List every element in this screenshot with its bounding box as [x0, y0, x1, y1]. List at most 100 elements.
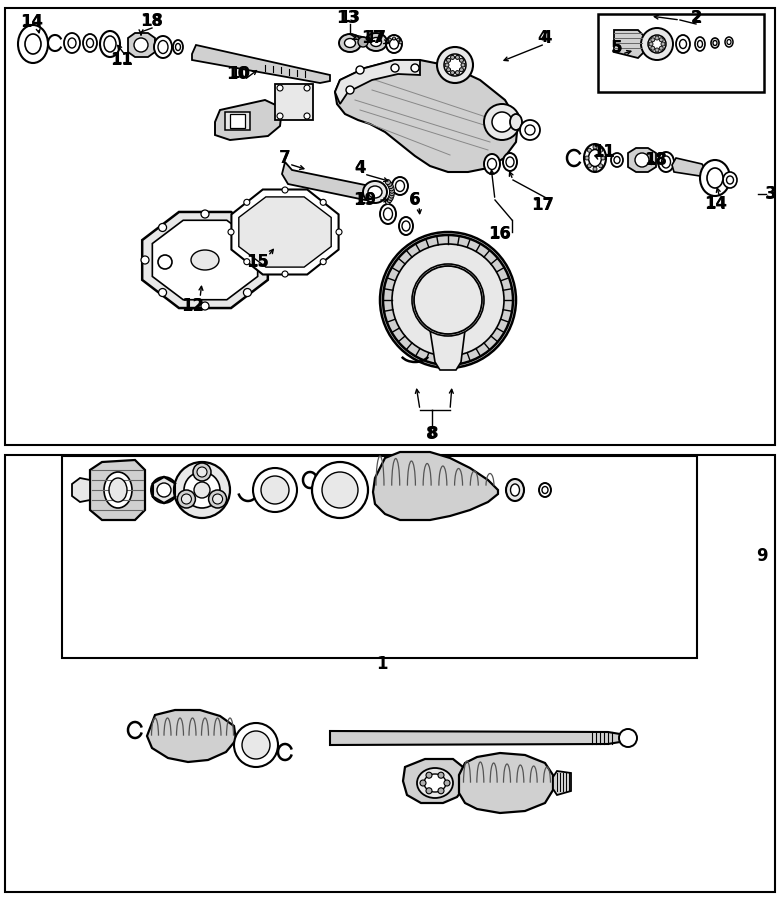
Circle shape — [426, 788, 432, 794]
Text: 2: 2 — [690, 11, 701, 25]
Circle shape — [392, 244, 504, 356]
Text: 11: 11 — [112, 52, 133, 68]
Text: 10: 10 — [226, 65, 250, 83]
Circle shape — [242, 731, 270, 759]
Ellipse shape — [484, 154, 500, 174]
Text: 18: 18 — [644, 151, 668, 169]
Ellipse shape — [700, 160, 730, 196]
Text: 18: 18 — [140, 12, 164, 30]
Circle shape — [386, 40, 388, 44]
Ellipse shape — [588, 149, 601, 166]
Ellipse shape — [191, 250, 219, 270]
Ellipse shape — [542, 487, 548, 493]
Circle shape — [456, 56, 459, 59]
Circle shape — [184, 472, 220, 508]
Ellipse shape — [384, 208, 392, 220]
Text: 17: 17 — [531, 196, 555, 214]
Text: 14: 14 — [704, 195, 728, 213]
Circle shape — [201, 210, 209, 218]
Circle shape — [356, 66, 364, 74]
Circle shape — [451, 70, 455, 75]
Circle shape — [312, 462, 368, 518]
Text: 17: 17 — [361, 29, 385, 47]
Text: 1: 1 — [376, 655, 388, 673]
Circle shape — [282, 187, 288, 193]
Circle shape — [520, 120, 540, 140]
Text: 11: 11 — [593, 143, 615, 161]
Circle shape — [346, 86, 354, 94]
Circle shape — [391, 64, 399, 72]
Circle shape — [461, 63, 465, 67]
Circle shape — [208, 490, 226, 508]
Polygon shape — [672, 158, 706, 176]
Circle shape — [438, 772, 444, 778]
Circle shape — [277, 85, 283, 91]
Ellipse shape — [707, 168, 723, 188]
Circle shape — [659, 46, 663, 50]
Text: 5: 5 — [612, 40, 622, 56]
Circle shape — [451, 56, 455, 59]
Circle shape — [158, 223, 167, 231]
Circle shape — [389, 191, 395, 195]
Circle shape — [445, 63, 449, 67]
Circle shape — [282, 271, 288, 277]
Ellipse shape — [176, 43, 180, 50]
Circle shape — [380, 232, 516, 368]
Circle shape — [389, 186, 394, 191]
Bar — [275, 84, 313, 120]
Ellipse shape — [83, 34, 97, 52]
Polygon shape — [142, 212, 268, 308]
Ellipse shape — [713, 40, 717, 46]
Circle shape — [601, 156, 605, 160]
Polygon shape — [614, 30, 644, 58]
Text: 14: 14 — [20, 13, 44, 31]
Bar — [62, 456, 697, 658]
Ellipse shape — [424, 774, 446, 792]
Ellipse shape — [661, 156, 671, 168]
Circle shape — [158, 255, 172, 269]
Text: 7: 7 — [280, 150, 290, 166]
Text: 14: 14 — [705, 196, 726, 211]
Text: 7: 7 — [279, 149, 291, 167]
Text: 13: 13 — [336, 9, 360, 27]
Text: 19: 19 — [353, 191, 377, 209]
Text: 16: 16 — [489, 227, 511, 241]
Ellipse shape — [365, 33, 387, 51]
Polygon shape — [128, 33, 155, 57]
Circle shape — [641, 28, 673, 60]
Text: 15: 15 — [246, 253, 270, 271]
Ellipse shape — [370, 38, 381, 47]
Text: 12: 12 — [182, 297, 204, 315]
Ellipse shape — [380, 204, 396, 224]
Circle shape — [585, 156, 589, 160]
Polygon shape — [239, 197, 332, 267]
Circle shape — [411, 64, 419, 72]
Polygon shape — [459, 753, 553, 813]
Circle shape — [438, 788, 444, 794]
Polygon shape — [282, 162, 382, 200]
Polygon shape — [147, 710, 236, 762]
Ellipse shape — [510, 114, 522, 130]
Polygon shape — [373, 452, 498, 520]
Circle shape — [197, 467, 207, 477]
Circle shape — [387, 182, 392, 186]
Ellipse shape — [25, 34, 41, 54]
Circle shape — [385, 180, 391, 184]
Circle shape — [304, 85, 310, 91]
Circle shape — [253, 468, 297, 512]
Ellipse shape — [104, 36, 116, 52]
Circle shape — [444, 780, 450, 786]
Circle shape — [158, 289, 167, 296]
Polygon shape — [152, 220, 257, 300]
Circle shape — [399, 40, 402, 44]
Ellipse shape — [725, 37, 733, 47]
Text: 2: 2 — [690, 9, 702, 27]
Ellipse shape — [417, 768, 453, 798]
Circle shape — [661, 42, 665, 46]
Circle shape — [412, 264, 484, 336]
Circle shape — [387, 197, 392, 202]
Ellipse shape — [345, 39, 356, 48]
Circle shape — [593, 145, 597, 149]
Circle shape — [587, 148, 591, 152]
Ellipse shape — [697, 40, 703, 48]
